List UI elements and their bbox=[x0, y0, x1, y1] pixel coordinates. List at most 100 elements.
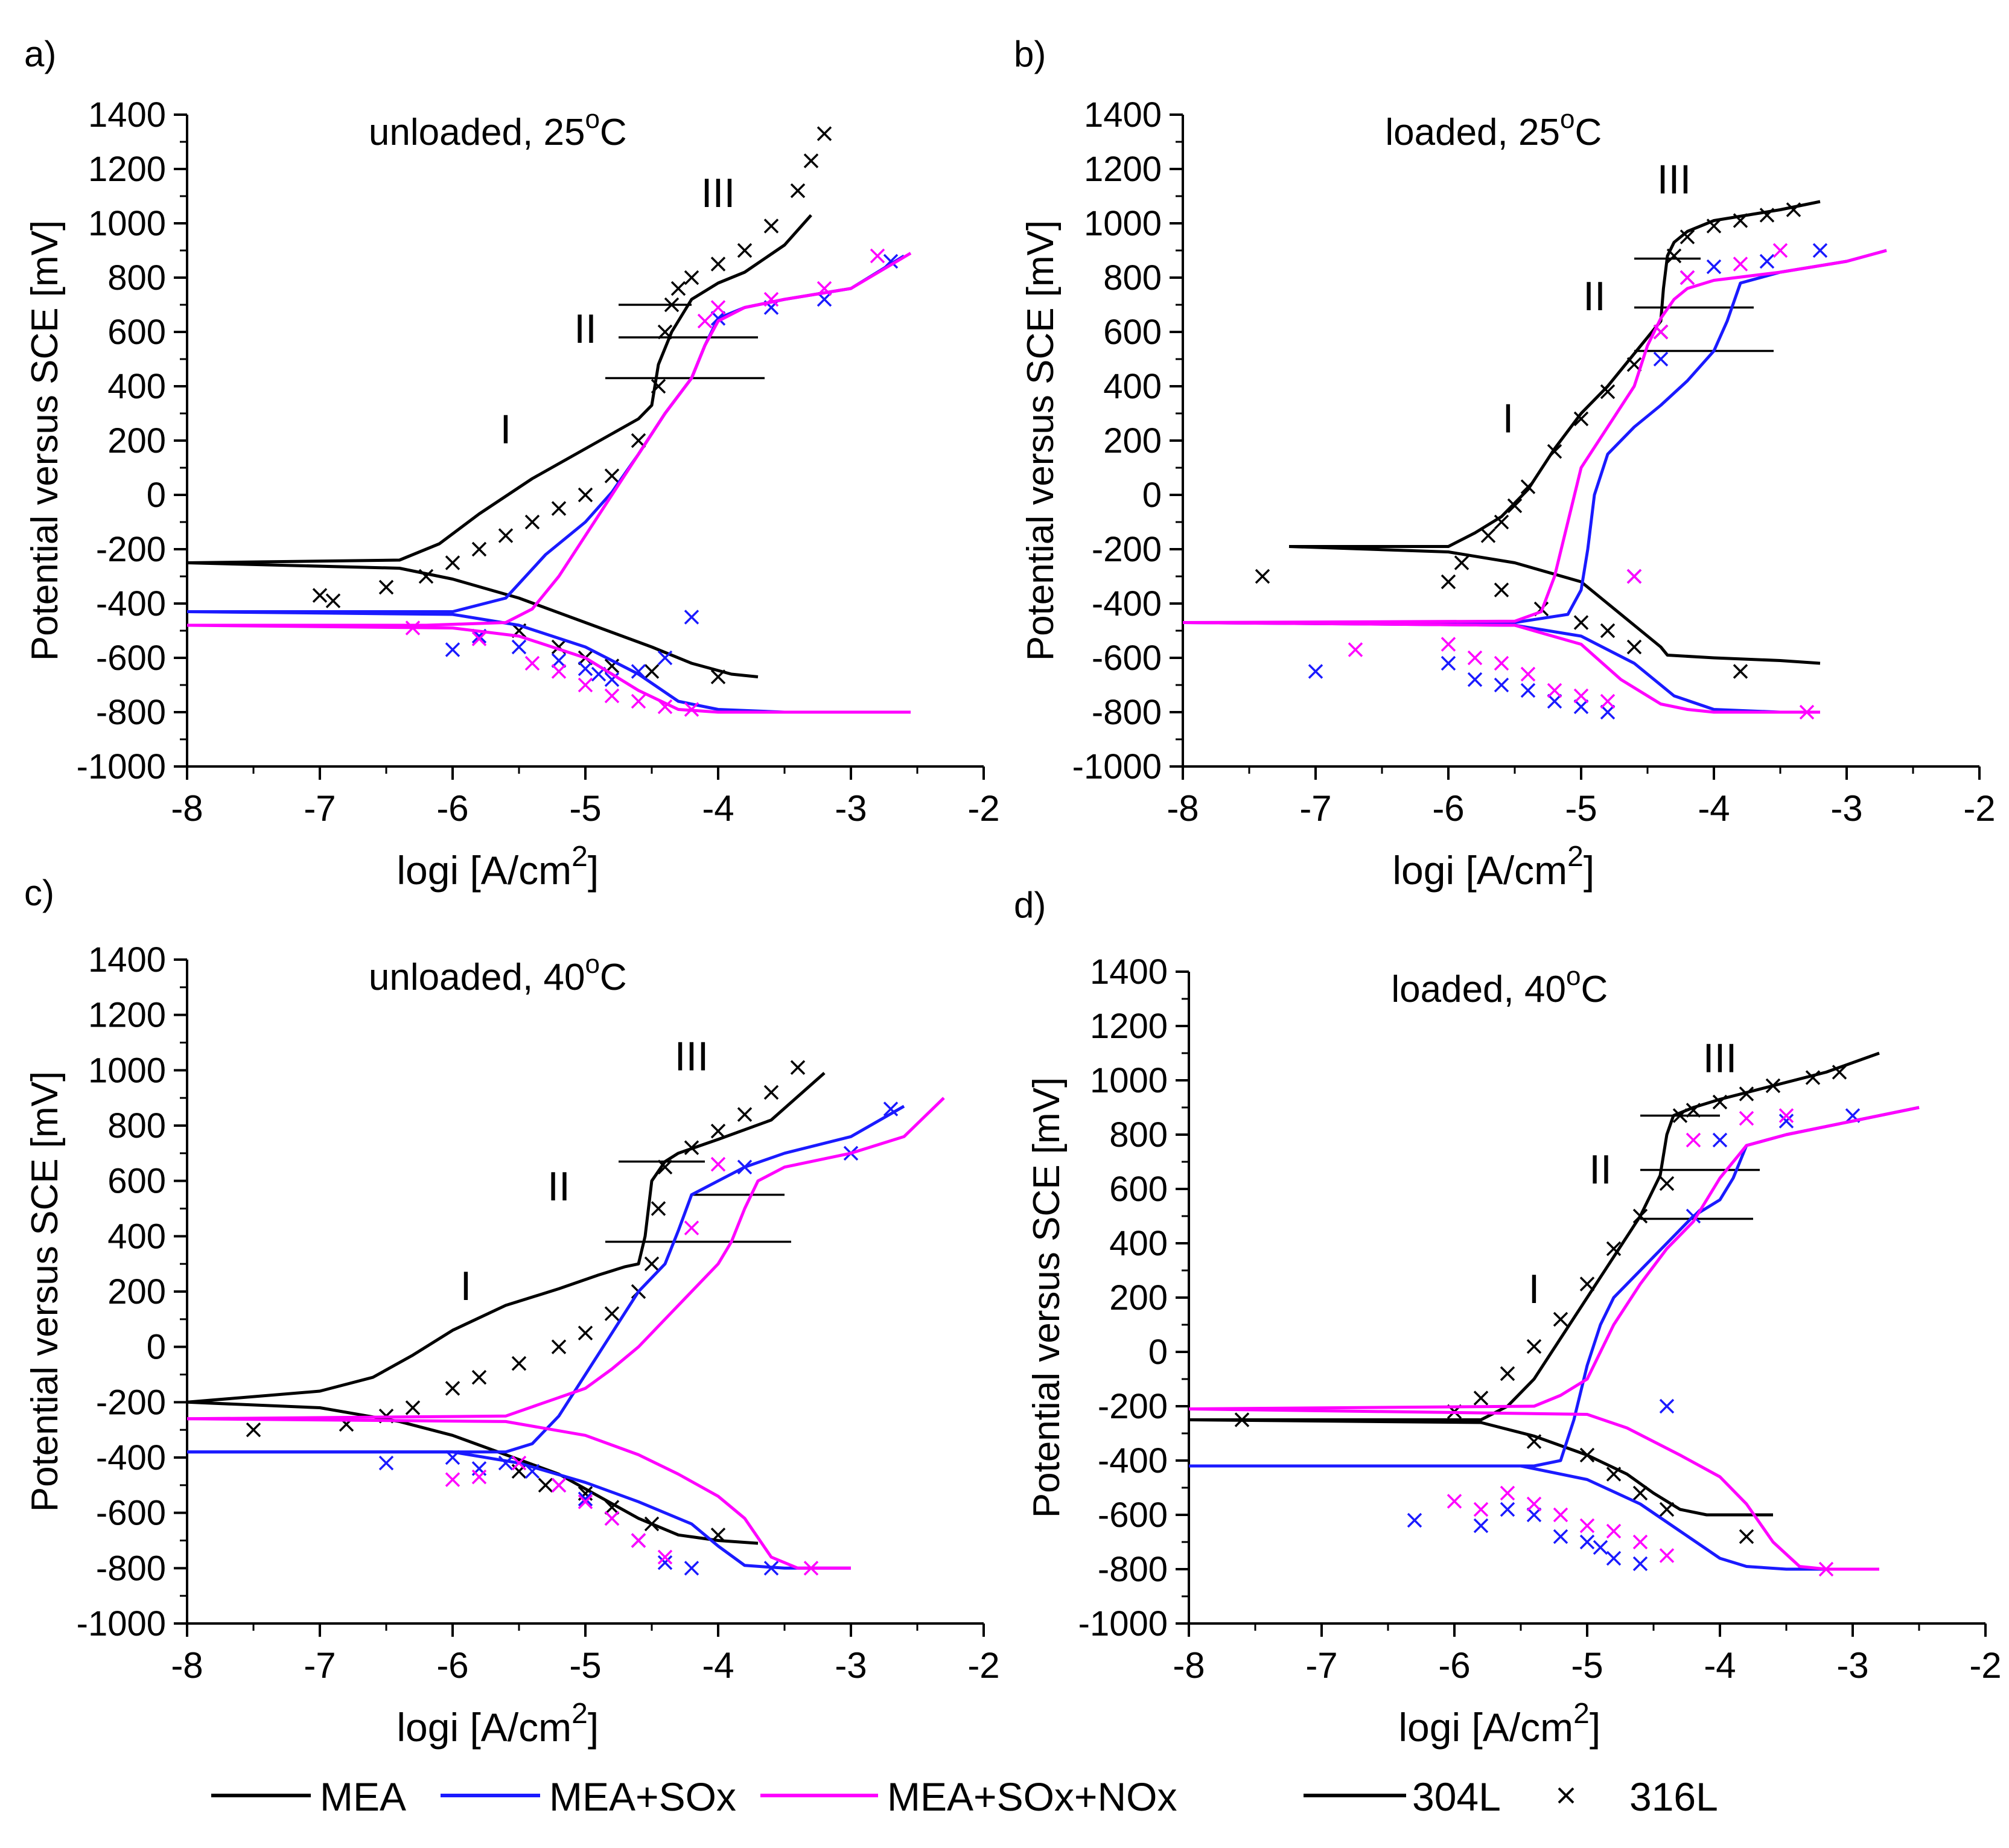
series-marker bbox=[1659, 1548, 1675, 1563]
series-marker bbox=[1579, 1447, 1595, 1463]
y-tick-label: 0 bbox=[1148, 1333, 1168, 1372]
series-marker bbox=[1739, 1086, 1754, 1101]
series-marker bbox=[1786, 202, 1801, 217]
series-marker bbox=[604, 688, 620, 704]
series-marker bbox=[418, 569, 434, 584]
series-marker bbox=[1778, 1108, 1794, 1123]
series-marker bbox=[378, 579, 394, 595]
series-line bbox=[186, 1417, 851, 1570]
y-tick-label: -600 bbox=[1092, 639, 1162, 678]
series-marker bbox=[445, 555, 460, 570]
series-marker bbox=[803, 153, 819, 168]
series-marker bbox=[684, 1220, 699, 1235]
series-marker bbox=[246, 1422, 261, 1438]
series-marker bbox=[524, 655, 540, 671]
series-marker bbox=[405, 1400, 421, 1415]
series-marker bbox=[1759, 208, 1775, 223]
series-marker bbox=[1805, 1070, 1821, 1085]
series-marker bbox=[763, 292, 779, 307]
series-marker bbox=[471, 1369, 487, 1385]
legend-item: MEA+SOx bbox=[441, 1774, 736, 1819]
series-marker bbox=[1733, 256, 1748, 272]
series-marker bbox=[1255, 569, 1270, 584]
legend-swatch bbox=[1558, 1787, 1574, 1804]
series-line bbox=[1189, 1106, 1920, 1468]
series-line bbox=[1189, 1051, 1880, 1421]
y-tick-label: -800 bbox=[1092, 693, 1162, 732]
y-tick-label: 800 bbox=[107, 1106, 166, 1145]
y-tick-label: 1400 bbox=[88, 940, 166, 980]
x-tick-label: -2 bbox=[967, 788, 999, 829]
series-marker bbox=[1494, 582, 1509, 597]
series-marker bbox=[1706, 218, 1722, 234]
legend-item: 316L bbox=[1558, 1774, 1718, 1819]
y-tick-label: 800 bbox=[1103, 258, 1162, 298]
x-axis-label: logi [A/cm2] bbox=[1392, 841, 1594, 893]
series-marker bbox=[684, 270, 699, 285]
series-marker bbox=[378, 1455, 394, 1471]
series-marker bbox=[631, 664, 646, 679]
x-tick-label: -4 bbox=[702, 788, 734, 829]
series-marker bbox=[684, 1561, 699, 1576]
region-label: I bbox=[460, 1263, 472, 1309]
series-marker bbox=[1679, 270, 1695, 285]
y-tick-label: -800 bbox=[96, 693, 166, 732]
series-marker bbox=[578, 1325, 593, 1340]
series-line bbox=[1182, 621, 1820, 714]
series-marker bbox=[1500, 1485, 1515, 1501]
x-tick-label: -7 bbox=[1305, 1645, 1337, 1686]
x-tick-label: -6 bbox=[1432, 788, 1464, 829]
series-marker bbox=[1632, 1485, 1648, 1501]
chart-panel-3: d) -8 -7 -6 -5 -4 -3 -2 -1000 -800 -600 -400 -200 0 20… bbox=[1014, 885, 2002, 1750]
series-marker bbox=[1659, 1398, 1675, 1414]
series-marker bbox=[1494, 655, 1509, 671]
series-marker bbox=[604, 1306, 620, 1321]
series-marker bbox=[551, 664, 567, 679]
y-axis-label: Potential versus SCE [mV] bbox=[1020, 220, 1062, 661]
series-marker bbox=[1799, 704, 1815, 720]
series-marker bbox=[737, 1159, 753, 1174]
series-marker bbox=[524, 514, 540, 530]
x-tick-label: -8 bbox=[1173, 1645, 1205, 1686]
series-marker bbox=[763, 1561, 779, 1576]
series-marker bbox=[1473, 1518, 1489, 1534]
x-tick-label: -7 bbox=[304, 1645, 336, 1686]
chart-title: unloaded, 40oC bbox=[369, 949, 627, 998]
series-marker bbox=[511, 1455, 527, 1471]
series-marker bbox=[1480, 528, 1496, 543]
series-line bbox=[1182, 621, 1820, 714]
x-tick-label: -2 bbox=[1963, 788, 1995, 829]
series-marker bbox=[1653, 324, 1669, 340]
series-marker bbox=[498, 1455, 514, 1471]
legend-label: 304L bbox=[1412, 1774, 1501, 1819]
series-marker bbox=[1526, 1496, 1542, 1512]
chart-title: loaded, 40oC bbox=[1391, 961, 1608, 1010]
series-marker bbox=[1759, 253, 1775, 269]
x-tick-label: -5 bbox=[1565, 788, 1597, 829]
region-label: III bbox=[1657, 157, 1692, 203]
series-marker bbox=[604, 1511, 620, 1526]
series-marker bbox=[1573, 699, 1589, 715]
series-marker bbox=[1733, 213, 1748, 228]
series-line bbox=[186, 623, 911, 714]
series-marker bbox=[1600, 704, 1616, 720]
y-tick-label: 1200 bbox=[1090, 1007, 1168, 1046]
series-marker bbox=[1467, 672, 1483, 687]
series-marker bbox=[471, 631, 487, 646]
series-marker bbox=[1812, 243, 1828, 258]
series-marker bbox=[644, 1256, 660, 1272]
series-line bbox=[187, 1450, 851, 1570]
series-marker bbox=[1573, 688, 1589, 704]
series-marker bbox=[578, 1491, 593, 1506]
series-marker bbox=[684, 1140, 699, 1155]
series-marker bbox=[1553, 1311, 1568, 1327]
legend-label: 316L bbox=[1629, 1774, 1718, 1819]
series-marker bbox=[1579, 1534, 1595, 1550]
x-tick-label: -8 bbox=[1167, 788, 1199, 829]
region-label: II bbox=[1583, 273, 1606, 319]
x-tick-label: -8 bbox=[171, 788, 203, 829]
x-tick-label: -2 bbox=[967, 1645, 999, 1686]
series-marker bbox=[578, 487, 593, 503]
series-marker bbox=[1348, 642, 1363, 657]
